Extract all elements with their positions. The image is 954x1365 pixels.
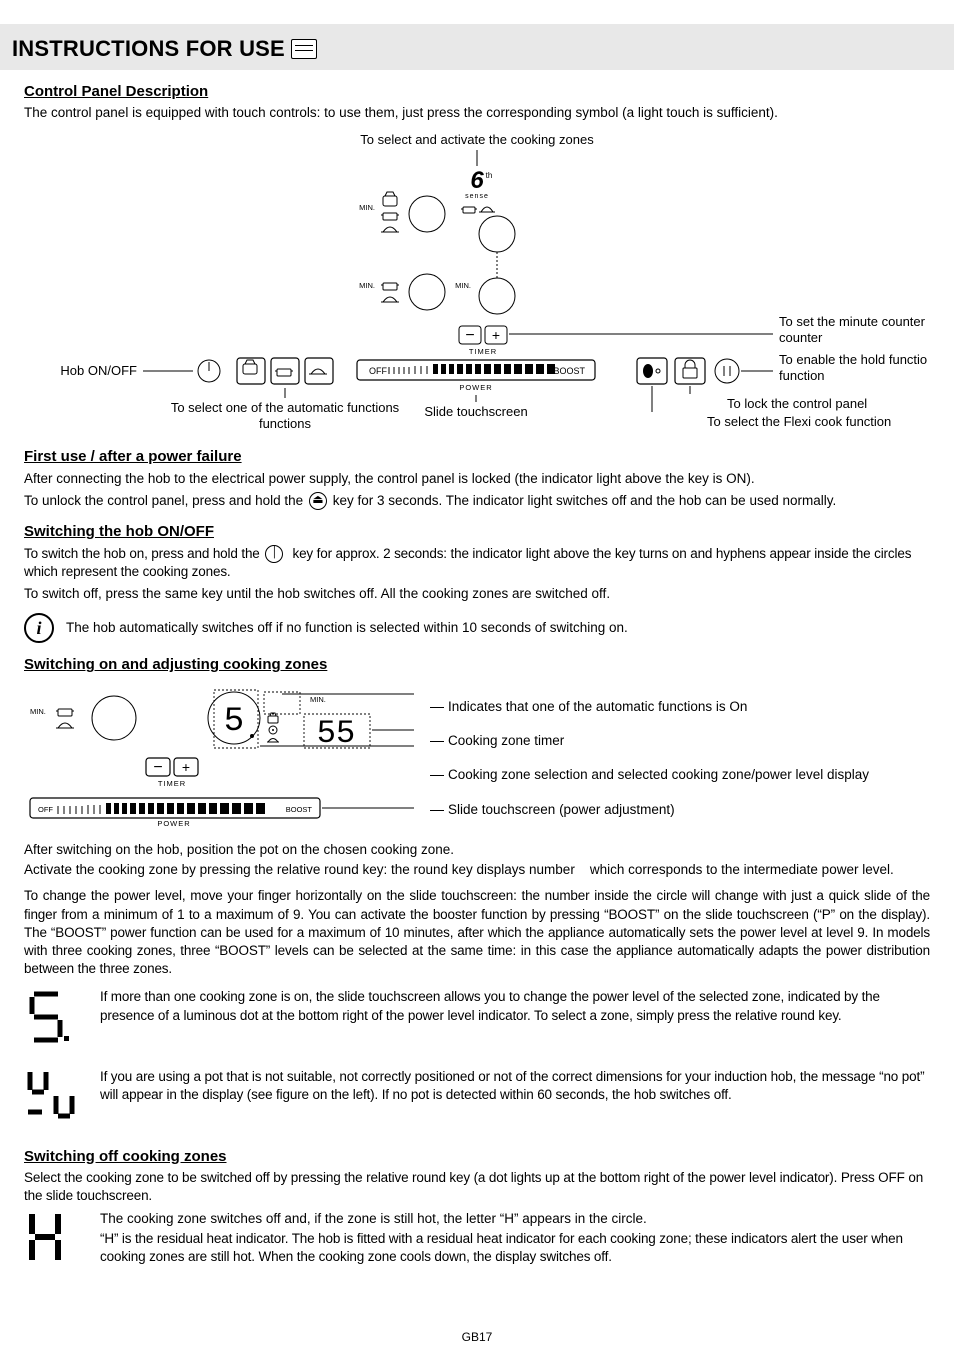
off-info: The cooking zone switches off and, if th… <box>24 1210 930 1269</box>
annot-selection: Cooking zone selection and selected cook… <box>430 766 930 784</box>
svg-text:6: 6 <box>470 167 484 194</box>
svg-text:MIN.: MIN. <box>455 281 471 290</box>
off-info-text: The cooking zone switches off and, if th… <box>100 1210 930 1269</box>
svg-text:−: − <box>465 327 474 344</box>
svg-text:TIMER: TIMER <box>158 779 186 788</box>
adjust-info1-text: If more than one cooking zone is on, the… <box>100 988 930 1024</box>
svg-text:counter: counter <box>779 330 823 345</box>
svg-text:5: 5 <box>224 703 244 741</box>
svg-text:functions: functions <box>259 416 312 430</box>
adjust-diagram-block: .t{font-family:inherit;font-size:13px}.t… <box>24 686 930 831</box>
adjust-info2: If you are using a pot that is not suita… <box>24 1068 930 1125</box>
svg-text:OFF: OFF <box>369 366 387 376</box>
svg-text:To select and activate the coo: To select and activate the cooking zones <box>360 132 594 147</box>
svg-text:POWER: POWER <box>459 383 492 392</box>
onoff-p2: To switch off, press the same key until … <box>24 585 930 603</box>
title-bar: INSTRUCTIONS FOR USE <box>0 24 954 70</box>
heading-control-panel: Control Panel Description <box>24 82 930 102</box>
page-title: INSTRUCTIONS FOR USE <box>12 34 285 64</box>
adjust-p1: After switching on the hob, position the… <box>24 841 930 859</box>
svg-text:Hob ON/OFF: Hob ON/OFF <box>60 363 137 378</box>
adjust-body: After switching on the hob, position the… <box>24 841 930 979</box>
adjust-info2-text: If you are using a pot that is not suita… <box>100 1068 930 1104</box>
power-key-icon: │ <box>265 545 283 563</box>
annot-auto-on: Indicates that one of the automatic func… <box>430 698 930 716</box>
firstuse-p2: To unlock the control panel, press and h… <box>24 492 930 510</box>
heading-switchoff: Switching off cooking zones <box>24 1147 930 1167</box>
off-info-a: The cooking zone switches off and, if th… <box>100 1210 930 1228</box>
svg-text:OFF: OFF <box>38 805 53 814</box>
onoff-info: i The hob automatically switches off if … <box>24 613 930 643</box>
seg-h-icon <box>24 1210 88 1269</box>
svg-text:To set the minute counter: To set the minute counter <box>779 314 926 329</box>
control-panel-svg: .t { font-family: inherit; font-size: 13… <box>27 130 927 430</box>
adjust-info1: If more than one cooking zone is on, the… <box>24 988 930 1049</box>
svg-text:−: − <box>153 759 162 776</box>
svg-text:MIN.: MIN. <box>310 695 326 704</box>
off-info-b: “H” is the residual heat indicator. The … <box>100 1230 930 1266</box>
svg-text:To select the Flexi cook funct: To select the Flexi cook function <box>707 414 891 429</box>
svg-text:POWER: POWER <box>157 819 190 826</box>
svg-text:sense: sense <box>465 193 489 200</box>
svg-text:function: function <box>779 368 825 383</box>
svg-text:th: th <box>486 171 493 180</box>
page-content: Control Panel Description The control pa… <box>0 82 954 1345</box>
svg-text:Slide touchscreen: Slide touchscreen <box>424 404 527 419</box>
onoff-info-text: The hob automatically switches off if no… <box>66 613 628 637</box>
svg-text:BOOST: BOOST <box>286 805 313 814</box>
svg-text:To lock the control panel: To lock the control panel <box>727 396 867 411</box>
page-number: GB17 <box>24 1329 930 1345</box>
heading-onoff: Switching the hob ON/OFF <box>24 522 930 542</box>
seg-5-icon <box>24 988 88 1049</box>
svg-text:TIMER: TIMER <box>469 347 497 356</box>
svg-text:MIN.: MIN. <box>30 707 46 716</box>
svg-text:+: + <box>182 759 190 775</box>
svg-text:To enable the hold function: To enable the hold function <box>779 352 927 367</box>
heading-adjust: Switching on and adjusting cooking zones <box>24 655 930 675</box>
info-icon: i <box>24 613 54 643</box>
svg-text:MIN.: MIN. <box>359 203 375 212</box>
heading-first-use: First use / after a power failure <box>24 447 930 467</box>
svg-text:BOOST: BOOST <box>553 366 585 376</box>
adjust-p2: Activate the cooking zone by pressing th… <box>24 861 930 879</box>
adjust-annotations: Indicates that one of the automatic func… <box>430 686 930 831</box>
adjust-diagram: .t{font-family:inherit;font-size:13px}.t… <box>24 686 414 831</box>
svg-text:To select one of the automatic: To select one of the automatic functions <box>171 400 400 415</box>
onoff-p1: To switch the hob on, press and hold the… <box>24 545 930 582</box>
no-pot-icon <box>24 1068 88 1125</box>
annot-slide: Slide touchscreen (power adjustment) <box>430 801 930 819</box>
firstuse-p1: After connecting the hob to the electric… <box>24 470 930 488</box>
svg-text:+: + <box>492 327 500 343</box>
control-panel-diagram: .t { font-family: inherit; font-size: 13… <box>24 130 930 435</box>
open-book-icon <box>291 39 317 59</box>
svg-text:MIN.: MIN. <box>359 281 375 290</box>
cpd-intro: The control panel is equipped with touch… <box>24 104 930 122</box>
off-p1: Select the cooking zone to be switched o… <box>24 1169 930 1205</box>
annot-timer: Cooking zone timer <box>430 732 930 750</box>
adjust-p3: To change the power level, move your fin… <box>24 887 930 978</box>
lock-key-icon: ⏏ <box>309 492 327 510</box>
